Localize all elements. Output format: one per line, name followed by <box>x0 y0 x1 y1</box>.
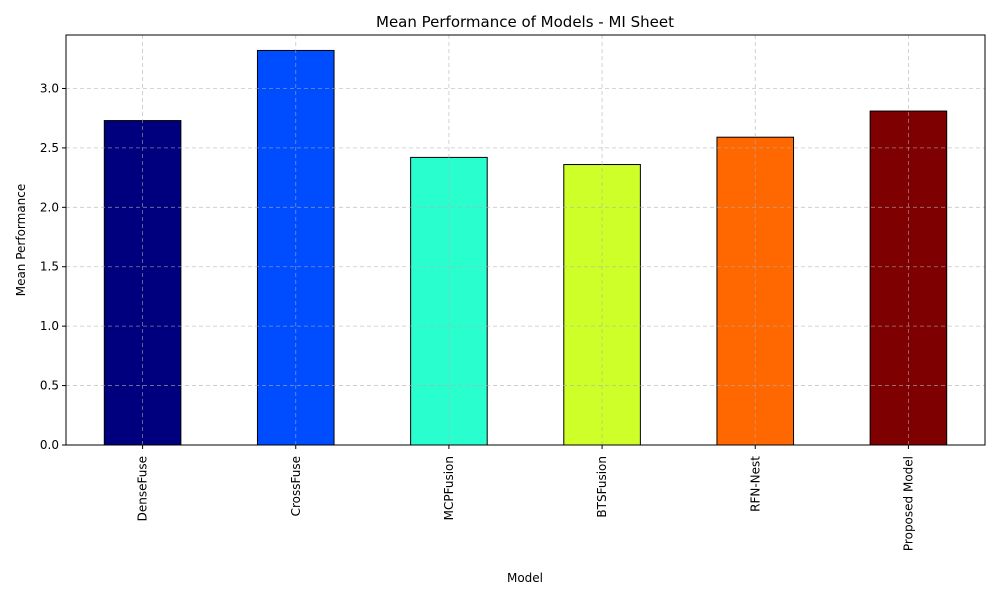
x-axis-label: Model <box>507 571 543 585</box>
x-tick-label: RFN-Nest <box>748 456 762 512</box>
y-tick-label: 2.5 <box>40 141 59 155</box>
y-axis-label: Mean Performance <box>14 184 28 297</box>
x-tick-label: DenseFuse <box>136 456 150 521</box>
bar-proposed-model <box>869 110 948 446</box>
x-tick-label: Proposed Model <box>901 456 915 551</box>
y-tick-label: 1.5 <box>40 260 59 274</box>
y-tick-label: 0.0 <box>40 438 59 452</box>
x-axis-ticks: DenseFuse CrossFuse MCPFusion BTSFusion RFN-… <box>136 445 915 551</box>
y-axis-ticks: 0.0 0.5 1.0 1.5 2.0 2.5 3.0 <box>40 81 66 452</box>
y-tick-label: 2.0 <box>40 200 59 214</box>
y-tick-label: 3.0 <box>40 81 59 95</box>
plot-frame <box>65 34 986 446</box>
grid <box>66 35 985 446</box>
x-tick-label: BTSFusion <box>595 456 609 518</box>
y-tick-label: 0.5 <box>40 379 59 393</box>
chart-title: Mean Performance of Models - MI Sheet <box>376 13 674 31</box>
x-tick-label: MCPFusion <box>442 456 456 520</box>
y-tick-label: 1.0 <box>40 319 59 333</box>
x-tick-label: CrossFuse <box>289 456 303 516</box>
